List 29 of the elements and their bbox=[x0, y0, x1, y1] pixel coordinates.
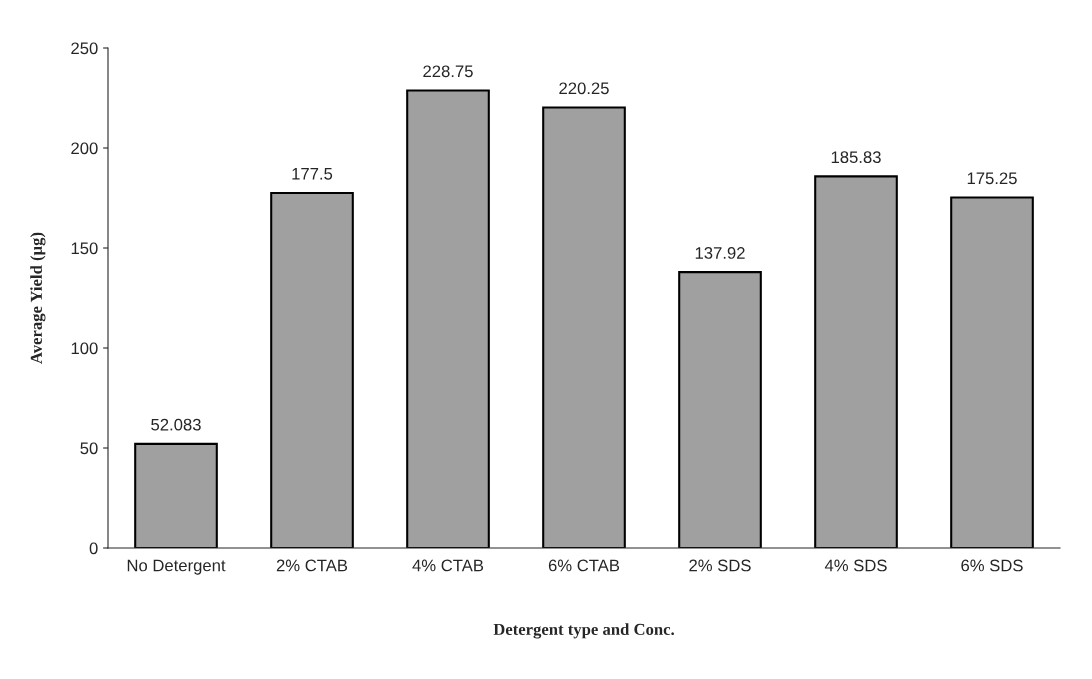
data-label: 228.75 bbox=[423, 65, 473, 78]
bar bbox=[950, 196, 1034, 548]
bar bbox=[406, 89, 490, 548]
x-tick-label: No Detergent bbox=[127, 559, 226, 575]
data-label: 177.5 bbox=[292, 168, 333, 180]
bar bbox=[814, 175, 898, 548]
y-axis-title: Average Yield (µg) bbox=[30, 232, 46, 364]
y-tick-label: 100 bbox=[71, 342, 98, 355]
y-tick-label: 50 bbox=[80, 442, 98, 455]
data-label: 137.92 bbox=[695, 247, 745, 259]
x-tick-label: 6% CTAB bbox=[548, 559, 620, 572]
x-tick-label: 4% SDS bbox=[824, 559, 887, 572]
y-tick-label: 250 bbox=[71, 42, 98, 55]
x-tick-label: 6% SDS bbox=[961, 559, 1023, 572]
x-axis-title: Detergent type and Conc. bbox=[493, 623, 674, 639]
data-label: 52.083 bbox=[151, 418, 201, 431]
x-tick-label: 2% CTAB bbox=[276, 559, 348, 572]
bar bbox=[134, 442, 218, 548]
y-tick-label: 150 bbox=[71, 242, 98, 255]
bar bbox=[678, 271, 762, 548]
data-label: 175.25 bbox=[967, 172, 1017, 185]
y-tick-label: 200 bbox=[71, 142, 98, 155]
x-tick-label: 2% SDS bbox=[689, 559, 751, 572]
y-tick-label: 0 bbox=[89, 542, 98, 555]
data-label: 185.83 bbox=[831, 151, 881, 164]
x-tick-label: 4% CTAB bbox=[412, 559, 484, 572]
bar bbox=[270, 191, 354, 548]
bar bbox=[542, 106, 626, 548]
data-label: 220.25 bbox=[559, 82, 609, 95]
